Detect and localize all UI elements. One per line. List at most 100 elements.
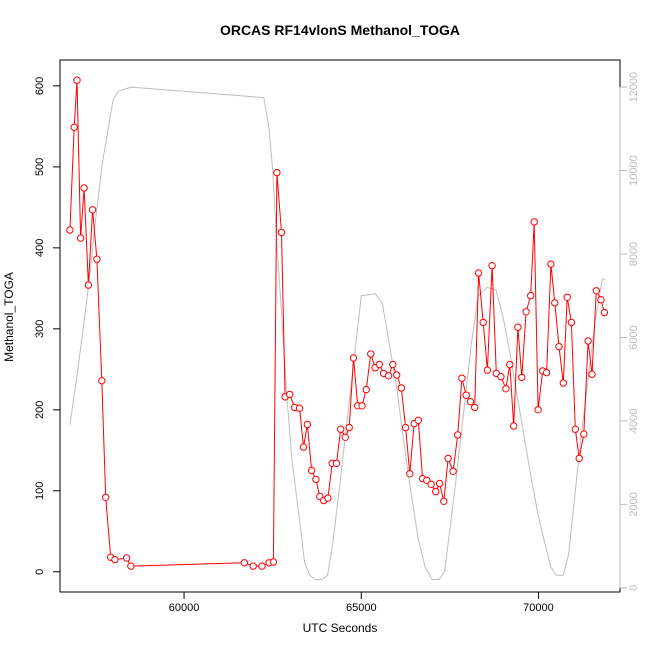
y2-tick-label: 2000 — [628, 492, 640, 516]
methanol-data-point — [406, 470, 414, 478]
methanol-data-point — [462, 391, 470, 399]
methanol-data-point — [518, 373, 526, 382]
methanol-data-point — [435, 479, 444, 488]
methanol-data-point — [454, 431, 462, 439]
methanol-data-point — [258, 562, 266, 570]
methanol-data-point — [502, 385, 510, 393]
methanol-data-point — [341, 433, 349, 441]
y-axis-left: 0 100 200 300 400 500 600 — [34, 77, 61, 575]
methanol-data-point — [580, 430, 588, 438]
methanol-data-point — [397, 384, 405, 392]
x-tick-label: 70000 — [523, 602, 554, 614]
methanol-data-point — [527, 291, 535, 300]
methanol-data-point — [563, 293, 571, 301]
methanol-data-point — [440, 497, 448, 505]
methanol-data-point — [299, 443, 308, 451]
methanol-data-point — [66, 226, 74, 234]
methanol-data-point — [414, 416, 422, 424]
methanol-data-point — [597, 296, 605, 304]
chart-title: ORCAS RF14vlonS Methanol_TOGA — [220, 22, 460, 38]
methanol-data-point — [277, 228, 286, 237]
y-axis-label: Methanol_TOGA — [2, 272, 16, 362]
methanol-data-point — [295, 404, 304, 412]
methanol-data-point — [471, 403, 479, 412]
methanol-data-point — [542, 368, 551, 377]
methanol-data-point — [84, 281, 93, 289]
methanol-data-point — [362, 385, 370, 394]
series-layer — [66, 76, 609, 580]
methanol-data-point — [444, 454, 452, 463]
methanol-data-point — [592, 287, 600, 295]
methanol-data-point — [98, 377, 106, 385]
methanol-data-point — [312, 475, 320, 484]
methanol-data-point — [534, 406, 542, 414]
methanol-data-point — [401, 423, 410, 432]
methanol-data-point — [345, 423, 353, 432]
methanol-data-point — [588, 370, 596, 378]
methanol-data-point — [575, 454, 583, 463]
y-tick-label: 400 — [34, 239, 46, 257]
methanol-data-point — [384, 372, 393, 380]
methanol-data-point — [127, 562, 135, 570]
methanol-data-point — [547, 260, 555, 268]
methanol-data-point — [466, 398, 475, 406]
methanol-data-point — [600, 308, 609, 317]
methanol-data-point — [559, 379, 567, 387]
y-tick-label: 600 — [34, 77, 46, 95]
methanol-data-point — [506, 360, 514, 369]
y-tick-label: 300 — [34, 320, 46, 338]
x-tick-label: 60000 — [169, 602, 200, 614]
methanol-data-point — [522, 308, 530, 316]
methanol-data-point — [70, 123, 78, 131]
methanol-data-point — [449, 467, 457, 475]
methanol-data-point — [479, 318, 487, 327]
methanol-data-point — [88, 206, 97, 214]
methanol-data-point — [432, 487, 440, 496]
methanol-data-point — [324, 494, 332, 502]
y2-tick-label: 0 — [628, 585, 640, 591]
methanol-data-point — [567, 318, 576, 327]
methanol-data-point — [76, 234, 85, 242]
methanol-data-point — [332, 459, 341, 467]
methanol-data-point — [111, 555, 119, 564]
y-axis-right: 0 2000 4000 6000 8000 10000 12000 — [619, 72, 640, 591]
methanol-data-point — [427, 480, 435, 488]
methanol-data-point — [514, 323, 522, 331]
methanol-data-point — [273, 168, 281, 177]
methanol-data-point — [555, 342, 563, 351]
altitude-series-line — [69, 86, 606, 580]
methanol-data-point — [510, 422, 518, 430]
y-tick-label: 500 — [34, 158, 46, 176]
methanol-data-point — [240, 559, 249, 567]
x-axis: 60000 65000 70000 — [169, 591, 554, 614]
y-tick-label: 200 — [34, 401, 46, 419]
methanol-data-point — [358, 402, 366, 410]
methanol-data-point — [73, 76, 81, 84]
methanol-data-point — [483, 366, 492, 374]
methanol-data-point — [584, 337, 592, 345]
methanol-data-point — [571, 425, 579, 433]
methanol-data-point — [551, 299, 559, 307]
y2-tick-label: 10000 — [628, 155, 640, 186]
methanol-data-point — [93, 255, 101, 263]
methanol-data-point — [474, 269, 483, 277]
methanol-data-point — [269, 558, 278, 566]
y-tick-label: 0 — [34, 569, 46, 575]
methanol-data-point — [303, 420, 312, 429]
methanol-data-point — [249, 562, 257, 570]
methanol-data-point — [530, 218, 538, 226]
methanol-data-point — [122, 554, 131, 562]
methanol-data-point — [349, 354, 358, 362]
methanol-data-point — [337, 425, 345, 433]
methanol-data-point — [286, 390, 294, 399]
methanol-data-point — [307, 466, 316, 475]
methanol-data-point — [80, 184, 88, 192]
y2-tick-label: 4000 — [628, 409, 640, 433]
y2-tick-label: 6000 — [628, 325, 640, 349]
x-axis-label: UTC Seconds — [303, 621, 378, 635]
y-tick-label: 100 — [34, 482, 46, 500]
methanol-data-point — [497, 372, 505, 381]
x-tick-label: 65000 — [346, 602, 377, 614]
